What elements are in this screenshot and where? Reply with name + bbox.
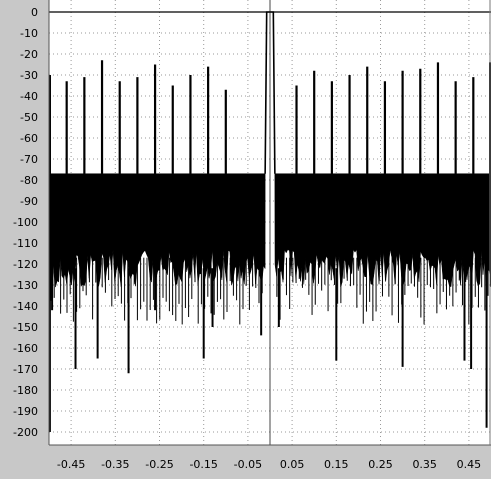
x-tick-label: 0.25: [368, 458, 393, 471]
x-tick-label: 0.45: [457, 458, 482, 471]
y-tick-label: -10: [20, 27, 38, 40]
y-tick-label: -40: [20, 90, 38, 103]
y-tick-label: -80: [20, 174, 38, 187]
y-tick-label: -30: [20, 69, 38, 82]
x-tick-label: 0.35: [412, 458, 437, 471]
y-tick-label: -60: [20, 132, 38, 145]
y-tick-label: -110: [13, 237, 38, 250]
x-tick-label: 0.05: [280, 458, 305, 471]
y-tick-label: -180: [13, 384, 38, 397]
y-tick-label: -90: [20, 195, 38, 208]
y-tick-label: -50: [20, 111, 38, 124]
y-tick-label: -100: [13, 216, 38, 229]
y-tick-label: -150: [13, 321, 38, 334]
x-tick-label: -0.05: [234, 458, 262, 471]
stopband-floor: [48, 173, 491, 325]
y-tick-label: -200: [13, 426, 38, 439]
axis-layer: [48, 0, 491, 446]
y-tick-label: -130: [13, 279, 38, 292]
x-tick-label: 0.15: [324, 458, 349, 471]
y-tick-label: -160: [13, 342, 38, 355]
x-tick-label: -0.35: [101, 458, 129, 471]
y-tick-label: -140: [13, 300, 38, 313]
x-tick-label: -0.45: [57, 458, 85, 471]
y-tick-label: -190: [13, 405, 38, 418]
y-tick-label: -70: [20, 153, 38, 166]
x-tick-label: -0.25: [145, 458, 173, 471]
y-tick-label: 0: [31, 6, 38, 19]
y-tick-labels: 0 -10 -20 -30 -40 -50 -60 -70 -80 -90 -100 -110 -120…: [13, 6, 38, 439]
null-layer: [48, 268, 488, 432]
x-tick-labels: -0.45 -0.35 -0.25 -0.15 -0.05 0.05 0.15 0.25 0.3…: [57, 458, 481, 471]
y-tick-label: -20: [20, 48, 38, 61]
spur-layer: [48, 60, 491, 174]
y-tick-label: -170: [13, 363, 38, 376]
x-tick-label: -0.15: [189, 458, 217, 471]
y-tick-label: -120: [13, 258, 38, 271]
